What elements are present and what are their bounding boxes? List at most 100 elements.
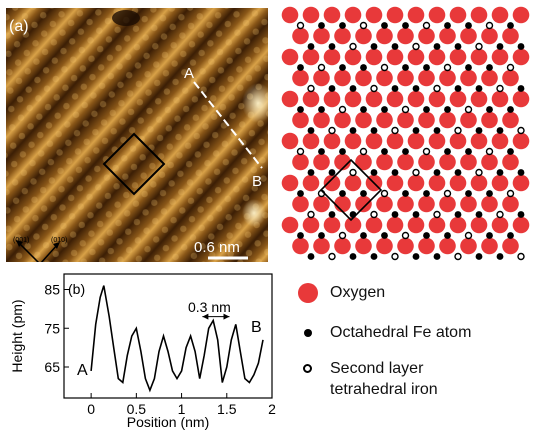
oxygen-atom xyxy=(491,174,509,192)
octahedral-iron-atom xyxy=(370,127,378,134)
oxygen-atom xyxy=(449,174,467,192)
oxygen-atom xyxy=(428,6,446,24)
tetrahedral-iron-atom xyxy=(359,21,368,30)
oxygen-atom xyxy=(323,132,341,150)
octahedral-iron-atom xyxy=(496,253,504,260)
tetrahedral-iron-atom xyxy=(496,84,504,93)
octahedral-iron-atom xyxy=(454,211,462,218)
oxygen-atom xyxy=(418,111,435,129)
tetrahedral-iron-atom xyxy=(454,252,462,261)
oxygen-atom xyxy=(365,132,383,150)
octahedral-iron-atom xyxy=(507,22,514,29)
tetrahedral-iron-icon xyxy=(303,364,312,373)
oxygen-atom xyxy=(281,6,299,24)
oxygen-atom xyxy=(470,6,488,24)
octahedral-iron-icon xyxy=(304,329,312,337)
octahedral-iron-atom xyxy=(517,43,525,50)
octahedral-iron-atom xyxy=(339,190,346,197)
tetrahedral-iron-atom xyxy=(443,63,452,72)
octahedral-iron-atom xyxy=(307,43,315,50)
oxygen-atom xyxy=(376,69,393,87)
tetrahedral-iron-atom xyxy=(391,252,399,261)
oxygen-atom xyxy=(313,237,330,255)
oxygen-atom xyxy=(302,216,320,234)
octahedral-iron-atom xyxy=(360,232,367,239)
octahedral-iron-atom xyxy=(486,232,493,239)
oxygen-atom xyxy=(481,153,498,171)
oxygen-atom-icon xyxy=(298,283,318,303)
oxygen-atom xyxy=(365,6,383,24)
octahedral-iron-atom xyxy=(423,64,430,71)
oxygen-atom xyxy=(397,237,414,255)
octahedral-iron-atom xyxy=(412,85,420,92)
tetrahedral-iron-atom xyxy=(359,147,368,156)
oxygen-atom xyxy=(355,27,372,45)
stm-bright-spot xyxy=(242,83,268,123)
octahedral-iron-atom xyxy=(475,127,483,134)
octahedral-iron-atom xyxy=(486,190,493,197)
octahedral-iron-atom xyxy=(465,148,472,155)
legend-label-oxygen: Oxygen xyxy=(330,284,386,301)
oxygen-atom xyxy=(334,195,351,213)
spacing-annotation xyxy=(202,313,230,320)
oxygen-atom xyxy=(397,153,414,171)
oxygen-atom xyxy=(344,132,362,150)
legend-label-tetrahedral-line1: Second layer xyxy=(330,360,424,377)
octahedral-iron-atom xyxy=(391,169,399,176)
oxygen-atom xyxy=(344,6,362,24)
oxygen-atom xyxy=(491,216,509,234)
oxygen-atom xyxy=(418,69,435,87)
octahedral-iron-atom xyxy=(486,106,493,113)
octahedral-iron-atom xyxy=(486,64,493,71)
oxygen-atom xyxy=(355,111,372,129)
oxygen-atom xyxy=(428,174,446,192)
oxygen-atom xyxy=(334,111,351,129)
octahedral-iron-atom xyxy=(328,169,336,176)
tetrahedral-iron-atom xyxy=(433,210,441,219)
tetrahedral-iron-atom xyxy=(475,42,483,51)
octahedral-iron-atom xyxy=(465,22,472,29)
octahedral-iron-atom xyxy=(307,169,315,176)
octahedral-iron-atom xyxy=(433,169,441,176)
tetrahedral-iron-atom xyxy=(317,63,326,72)
scale-bar-label: 0.6 nm xyxy=(194,239,240,256)
profile-end-label: B xyxy=(251,319,262,336)
oxygen-atom xyxy=(281,48,299,66)
octahedral-iron-atom xyxy=(318,232,325,239)
oxygen-atom xyxy=(292,237,309,255)
unit-cell-box xyxy=(102,132,166,196)
octahedral-iron-atom xyxy=(412,127,420,134)
octahedral-iron-atom xyxy=(381,22,388,29)
tetrahedral-iron-atom xyxy=(401,105,410,114)
octahedral-iron-atom xyxy=(318,22,325,29)
tetrahedral-iron-atom xyxy=(506,63,515,72)
tetrahedral-iron-atom xyxy=(485,21,494,30)
oxygen-atom xyxy=(407,132,425,150)
oxygen-atom xyxy=(281,132,299,150)
oxygen-atom xyxy=(407,48,425,66)
oxygen-atom xyxy=(418,195,435,213)
oxygen-atom xyxy=(449,132,467,150)
oxygen-atom xyxy=(281,216,299,234)
tetrahedral-iron-atom xyxy=(328,126,336,135)
profile-start-label: A xyxy=(77,362,88,379)
oxygen-atom xyxy=(397,195,414,213)
oxygen-atom xyxy=(428,216,446,234)
octahedral-iron-atom xyxy=(507,232,514,239)
oxygen-atom xyxy=(491,132,509,150)
octahedral-iron-atom xyxy=(433,253,441,260)
oxygen-atom xyxy=(313,153,330,171)
x-tick-label: 2 xyxy=(268,401,276,417)
oxygen-atom xyxy=(302,90,320,108)
tetrahedral-iron-atom xyxy=(296,21,305,30)
octahedral-iron-atom xyxy=(496,169,504,176)
octahedral-iron-atom xyxy=(328,211,336,218)
oxygen-atom xyxy=(302,6,320,24)
octahedral-iron-atom xyxy=(433,127,441,134)
oxygen-atom xyxy=(376,195,393,213)
tetrahedral-iron-atom xyxy=(307,84,315,93)
oxygen-atom xyxy=(460,27,477,45)
oxygen-atom xyxy=(428,48,446,66)
octahedral-iron-atom xyxy=(339,148,346,155)
tetrahedral-iron-atom xyxy=(349,168,357,177)
